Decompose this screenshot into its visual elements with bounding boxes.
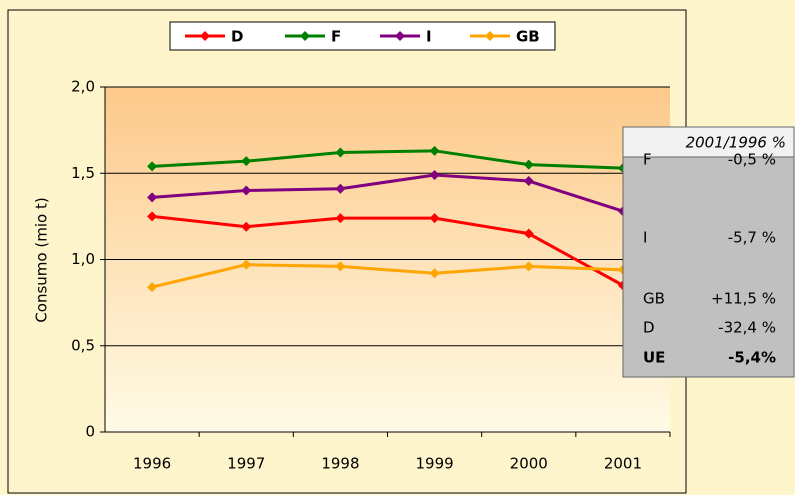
annotation-value: -0,5 % bbox=[728, 151, 776, 169]
point-marker bbox=[523, 159, 534, 170]
annotation-key: UE bbox=[643, 349, 665, 367]
y-tick-label: 1,5 bbox=[71, 164, 95, 182]
y-tick-label: 0,5 bbox=[71, 336, 95, 354]
point-marker bbox=[241, 221, 252, 232]
point-marker bbox=[241, 185, 252, 196]
series-line bbox=[151, 173, 624, 213]
y-tick-label: 0 bbox=[85, 423, 95, 441]
x-tick-label: 1997 bbox=[227, 455, 265, 473]
point-marker bbox=[429, 145, 440, 156]
point-marker bbox=[429, 268, 440, 279]
annotation-body bbox=[622, 156, 795, 378]
legend-marker bbox=[395, 31, 405, 41]
point-marker bbox=[241, 156, 252, 167]
point-marker bbox=[335, 261, 346, 272]
annotation-value: -5,7 % bbox=[728, 229, 776, 247]
point-marker bbox=[241, 259, 252, 270]
point-marker bbox=[147, 282, 158, 293]
annotation-key: D bbox=[643, 319, 655, 337]
point-marker bbox=[523, 261, 534, 272]
legend-marker bbox=[300, 31, 310, 41]
legend-label: D bbox=[231, 28, 243, 46]
y-tick-label: 1,0 bbox=[71, 250, 95, 268]
x-tick-label: 2001 bbox=[604, 455, 642, 473]
series-line bbox=[152, 149, 623, 170]
legend-marker bbox=[485, 31, 495, 41]
point-marker bbox=[147, 161, 158, 172]
y-axis-title: Consumo (mio t) bbox=[33, 197, 51, 322]
annotation-value: -5,4% bbox=[728, 349, 776, 367]
x-tick-label: 1999 bbox=[415, 455, 453, 473]
x-tick-label: 1998 bbox=[321, 455, 359, 473]
point-marker bbox=[335, 213, 346, 224]
legend-marker bbox=[200, 31, 210, 41]
x-tick-label: 1996 bbox=[133, 455, 171, 473]
x-tick-label: 2000 bbox=[510, 455, 548, 473]
point-marker bbox=[335, 183, 346, 194]
annotation-value: -32,4 % bbox=[718, 319, 776, 337]
point-marker bbox=[523, 176, 534, 187]
annotation-title: 2001/1996 % bbox=[686, 134, 786, 152]
annotation-value: +11,5 % bbox=[711, 290, 776, 308]
y-tick-label: 2,0 bbox=[71, 78, 95, 96]
point-marker bbox=[147, 211, 158, 222]
point-marker bbox=[429, 213, 440, 224]
series-line bbox=[151, 214, 624, 287]
point-marker bbox=[335, 147, 346, 158]
legend-label: GB bbox=[516, 28, 540, 46]
annotation-key: I bbox=[643, 229, 647, 247]
annotation-key: GB bbox=[643, 290, 665, 308]
annotation-header-bg bbox=[622, 126, 795, 158]
legend-label: I bbox=[426, 28, 432, 46]
point-marker bbox=[523, 228, 534, 239]
series-line bbox=[151, 263, 623, 289]
point-marker bbox=[147, 192, 158, 203]
point-marker bbox=[429, 169, 440, 180]
legend-label: F bbox=[331, 28, 341, 46]
annotation-key: F bbox=[643, 151, 652, 169]
